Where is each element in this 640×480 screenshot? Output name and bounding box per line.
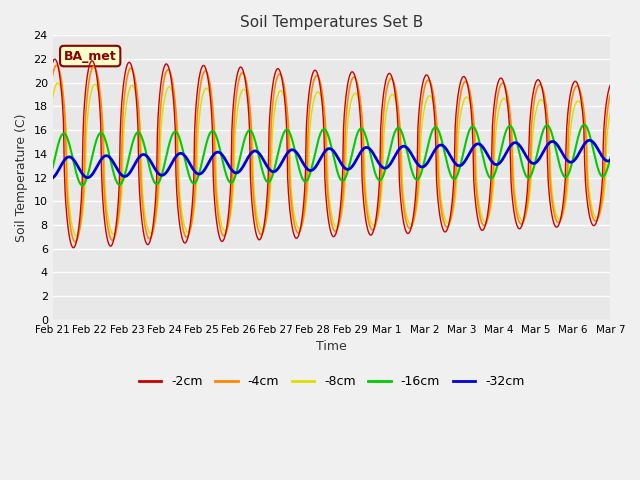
-16cm (400, 136, 408, 142)
-8cm (118, 190, 125, 196)
-16cm (78, 182, 86, 188)
-8cm (417, 133, 425, 139)
-4cm (49, 72, 56, 78)
-32cm (116, 170, 124, 176)
-32cm (415, 163, 423, 169)
Title: Soil Temperatures Set B: Soil Temperatures Set B (240, 15, 423, 30)
-4cm (175, 183, 182, 189)
-2cm (417, 90, 425, 96)
-2cm (401, 225, 408, 230)
-32cm (173, 153, 180, 158)
-8cm (401, 203, 408, 208)
-32cm (49, 175, 56, 181)
-8cm (175, 140, 182, 145)
-4cm (417, 108, 425, 114)
-16cm (607, 155, 614, 161)
Y-axis label: Soil Temperature (C): Soil Temperature (C) (15, 113, 28, 242)
Line: -2cm: -2cm (52, 59, 611, 248)
-8cm (204, 86, 212, 92)
Line: -4cm: -4cm (52, 65, 611, 242)
-4cm (401, 212, 408, 217)
X-axis label: Time: Time (316, 340, 347, 353)
-16cm (117, 181, 125, 187)
-2cm (204, 74, 212, 80)
-2cm (60, 120, 67, 126)
-2cm (51, 56, 59, 62)
-2cm (175, 210, 182, 216)
-16cm (59, 131, 67, 137)
-32cm (202, 164, 210, 170)
-2cm (70, 245, 77, 251)
-8cm (73, 233, 81, 239)
-16cm (203, 138, 211, 144)
-32cm (399, 144, 407, 149)
-4cm (118, 152, 125, 157)
-4cm (204, 72, 212, 78)
-16cm (417, 173, 424, 179)
Legend: -2cm, -4cm, -8cm, -16cm, -32cm: -2cm, -4cm, -8cm, -16cm, -32cm (134, 370, 529, 393)
Line: -32cm: -32cm (52, 140, 611, 178)
-4cm (607, 92, 614, 98)
-2cm (607, 82, 614, 88)
-32cm (586, 137, 593, 143)
-4cm (71, 239, 79, 245)
-32cm (607, 157, 614, 163)
-16cm (580, 122, 588, 128)
-8cm (607, 110, 614, 116)
-16cm (173, 131, 181, 136)
-4cm (60, 96, 67, 101)
-2cm (118, 101, 125, 107)
-8cm (60, 99, 67, 105)
-4cm (52, 62, 60, 68)
-8cm (49, 95, 56, 101)
Text: BA_met: BA_met (64, 49, 116, 62)
-16cm (49, 165, 56, 170)
-32cm (59, 160, 67, 166)
Line: -16cm: -16cm (52, 125, 611, 185)
-2cm (49, 60, 56, 65)
Line: -8cm: -8cm (52, 83, 611, 236)
-8cm (54, 80, 62, 86)
